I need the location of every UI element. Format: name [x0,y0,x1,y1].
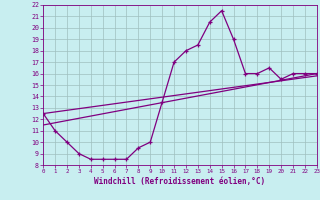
X-axis label: Windchill (Refroidissement éolien,°C): Windchill (Refroidissement éolien,°C) [94,177,266,186]
